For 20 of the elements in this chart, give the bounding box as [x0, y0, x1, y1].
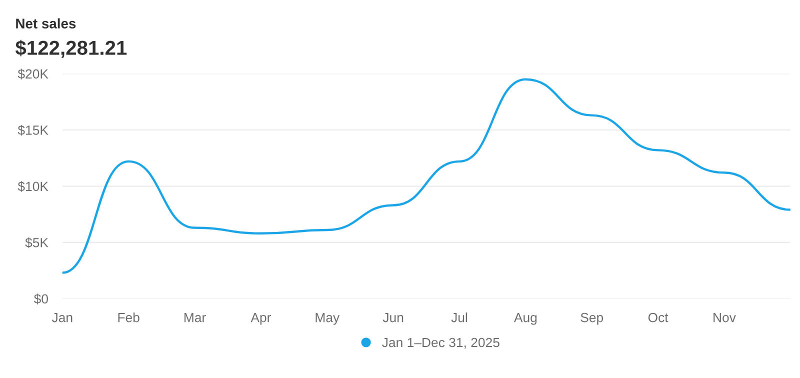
- line-series: [62, 78, 790, 274]
- y-tick-label: $5K: [25, 237, 48, 248]
- legend-label: Jan 1–Dec 31, 2025: [382, 338, 500, 349]
- chart-subtitle: $122,281.21: [15, 40, 127, 58]
- y-tick-label: $15K: [18, 124, 48, 136]
- x-tick-label: Oct: [648, 312, 668, 322]
- x-tick-label: Jun: [382, 312, 404, 322]
- y-tick-label: $0: [34, 294, 48, 304]
- x-tick-label: Aug: [514, 312, 537, 325]
- x-tick-label: Sep: [580, 312, 604, 325]
- y-tick-label: $20K: [18, 68, 48, 80]
- x-tick-label: Jan: [52, 312, 72, 322]
- x-tick-label: Nov: [714, 312, 736, 322]
- chart-title: Net sales: [16, 18, 76, 28]
- x-tick-label: Jul: [451, 312, 468, 322]
- x-tick-label: Mar: [184, 312, 206, 322]
- x-tick-label: May: [316, 312, 340, 325]
- y-tick-label: $10K: [18, 181, 48, 192]
- x-tick-label: Feb: [118, 312, 140, 322]
- x-tick-label: Apr: [250, 312, 271, 325]
